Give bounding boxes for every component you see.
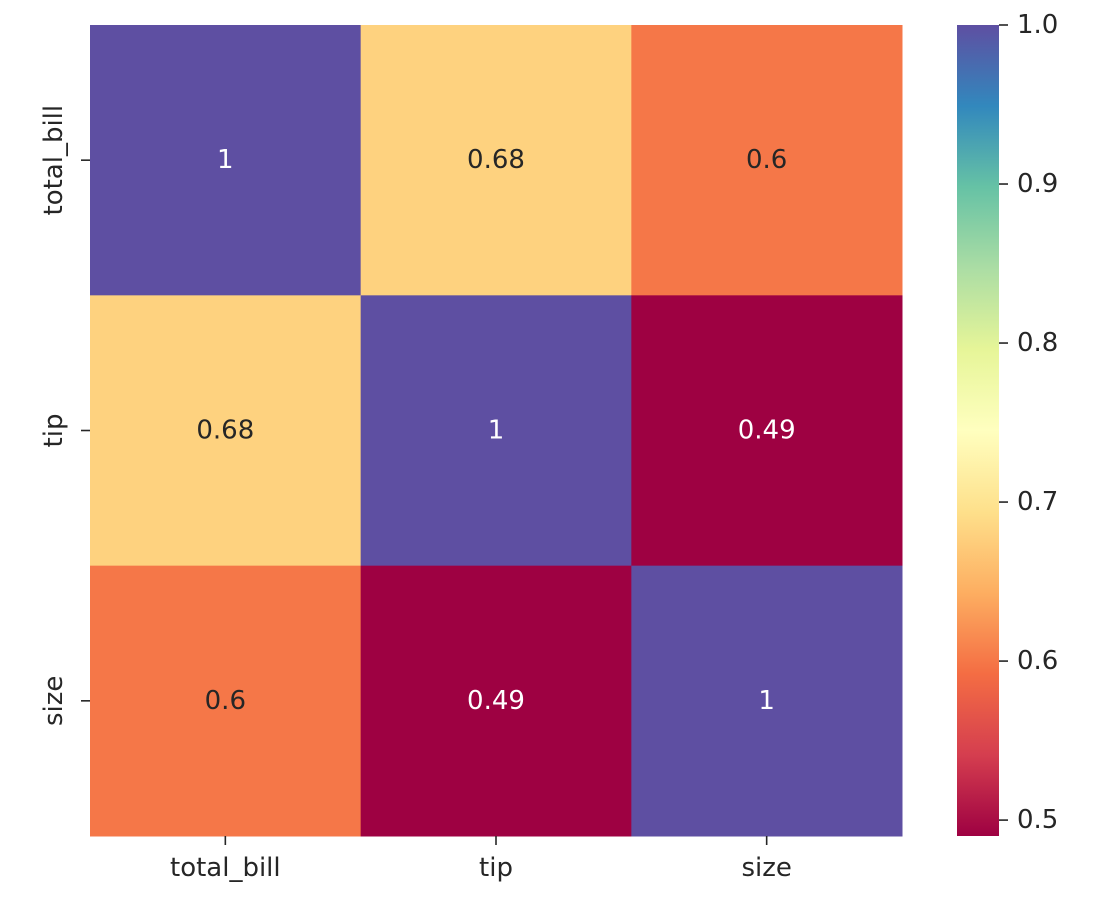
colorbar-tick-label: 0.5 [1017, 805, 1058, 835]
heatmap-cell-size-total_bill [90, 565, 362, 837]
cell-annotation: 1 [488, 416, 505, 446]
cell-annotation: 1 [217, 145, 234, 175]
x-tick-label: size [741, 853, 791, 883]
y-tick-label: size [39, 676, 69, 726]
colorbar [957, 25, 999, 836]
colorbar-tick-label: 0.8 [1017, 328, 1058, 358]
heatmap-cell-tip-size [631, 295, 903, 567]
heatmap-cell-size-tip [360, 565, 632, 837]
heatmap-annotations: 1 0.68 0.6 0.68 1 0.49 0.6 0.49 1 [196, 145, 795, 716]
heatmap-cells [90, 25, 903, 837]
heatmap-cell-total_bill-total_bill [90, 25, 362, 296]
cell-annotation: 1 [758, 686, 775, 716]
cell-annotation: 0.68 [467, 145, 525, 175]
heatmap-cell-size-size [631, 565, 903, 837]
colorbar-tick-label: 1.0 [1017, 10, 1058, 40]
cell-annotation: 0.6 [746, 145, 787, 175]
cell-annotation: 0.68 [196, 416, 254, 446]
colorbar-tick-label: 0.9 [1017, 169, 1058, 199]
cell-annotation: 0.49 [738, 416, 796, 446]
heatmap-cell-tip-tip [360, 295, 632, 567]
x-axis: total_bill tip size [170, 836, 792, 883]
heatmap-cell-total_bill-size [631, 25, 903, 296]
colorbar-tick-label: 0.6 [1017, 646, 1058, 676]
x-tick-label: tip [479, 853, 513, 883]
colorbar-gradient [957, 25, 999, 836]
cell-annotation: 0.49 [467, 686, 525, 716]
colorbar-axis: 0.5 0.6 0.7 0.8 0.9 1.0 [999, 10, 1058, 835]
cell-annotation: 0.6 [205, 686, 246, 716]
heatmap-cell-total_bill-tip [360, 25, 632, 296]
x-tick-label: total_bill [170, 853, 281, 883]
heatmap-cell-tip-total_bill [90, 295, 362, 567]
colorbar-tick-label: 0.7 [1017, 487, 1058, 517]
y-tick-label: total_bill [39, 105, 69, 216]
y-tick-label: tip [39, 414, 69, 448]
